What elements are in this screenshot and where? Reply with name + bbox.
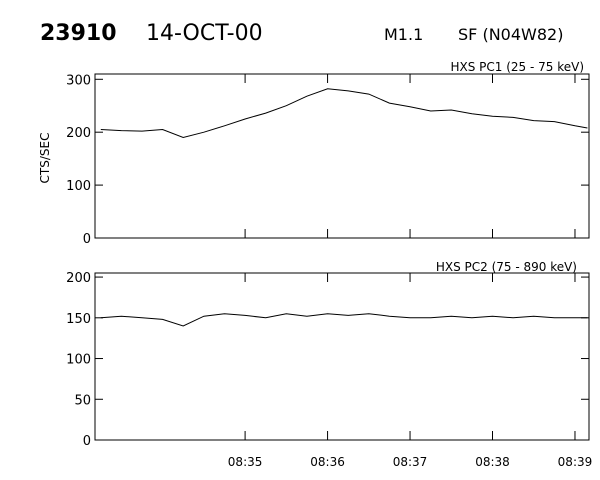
series-line bbox=[100, 88, 588, 139]
y-tick-label: 100 bbox=[66, 353, 91, 368]
plot-frame bbox=[94, 73, 590, 239]
y-tick-label: 50 bbox=[74, 393, 91, 408]
x-tick-label: 08:37 bbox=[393, 455, 428, 469]
x-tick-label: 08:35 bbox=[228, 455, 263, 469]
y-tick-label: 200 bbox=[66, 271, 91, 286]
chart-title: HXS PC2 (75 - 890 keV) bbox=[436, 260, 577, 274]
flare-class: M1.1 bbox=[384, 25, 423, 44]
flare-location: SF (N04W82) bbox=[458, 25, 563, 44]
y-tick-label: 150 bbox=[66, 312, 91, 327]
series-line bbox=[100, 313, 588, 327]
y-tick-label: 200 bbox=[66, 126, 91, 141]
y-tick-label: 0 bbox=[83, 434, 91, 449]
chart-title: HXS PC1 (25 - 75 keV) bbox=[450, 60, 584, 74]
plot-frame bbox=[94, 272, 590, 441]
y-tick-label: 100 bbox=[66, 179, 91, 194]
panel-pc2: HXS PC2 (75 - 890 keV) 0 50 100 150 200 08:35… bbox=[66, 260, 592, 469]
y-tick-label: 300 bbox=[66, 73, 91, 88]
x-tick-label: 08:36 bbox=[310, 455, 345, 469]
panel-pc1: HXS PC1 (25 - 75 keV) CTS/SEC 0 100 200 300 bbox=[38, 60, 590, 247]
event-id: 23910 bbox=[40, 21, 117, 46]
y-axis-label: CTS/SEC bbox=[38, 133, 52, 184]
y-tick-label: 0 bbox=[83, 232, 91, 247]
x-tick-label: 08:38 bbox=[475, 455, 510, 469]
event-date: 14-OCT-00 bbox=[146, 21, 263, 46]
x-tick-label: 08:39 bbox=[558, 455, 593, 469]
